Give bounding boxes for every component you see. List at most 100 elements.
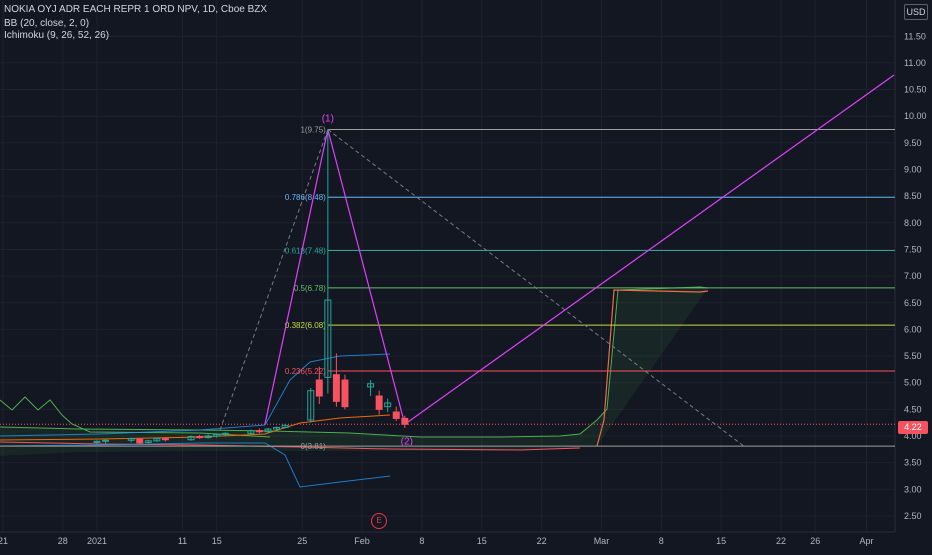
- y-tick-label: 3.50: [904, 458, 922, 468]
- candle: [341, 374, 349, 410]
- candle-body: [136, 438, 144, 444]
- candle: [161, 437, 169, 442]
- x-tick-label: 15: [477, 536, 487, 546]
- candle: [102, 439, 110, 444]
- candle: [213, 433, 221, 438]
- y-tick-label: 8.50: [904, 191, 922, 201]
- fib-level-label: 0(3.81): [300, 442, 326, 451]
- candle: [144, 439, 152, 444]
- candle-body: [315, 379, 323, 397]
- current-price-tag: 4.22: [898, 421, 928, 434]
- y-tick-label: 11.00: [904, 58, 926, 68]
- candle-body: [161, 438, 169, 441]
- candle-body: [255, 430, 263, 433]
- leading-span-b: [596, 289, 709, 447]
- candle: [332, 353, 340, 407]
- candle-body: [401, 417, 409, 425]
- candle: [401, 415, 409, 429]
- y-tick-label: 4.50: [904, 404, 922, 414]
- y-tick-label: 6.50: [904, 298, 922, 308]
- price-axis: 2.50 3.00 3.50 4.00 4.50 5.00 5.50 6.00 6.50 7.00…: [904, 31, 927, 521]
- bb-indicator-label[interactable]: BB (20, close, 2, 0): [4, 18, 90, 29]
- x-tick-label: 22: [537, 536, 547, 546]
- bb-upper: [0, 353, 391, 437]
- candle-body: [273, 426, 281, 430]
- candle: [307, 388, 315, 423]
- fibonacci-retracement: 1(9.75) 0.786(8.48) 0.618(7.48) 0.5(6.78) 0.…: [0, 114, 895, 451]
- candle: [187, 435, 195, 441]
- candle-body: [204, 435, 212, 439]
- x-tick-label: 25: [297, 536, 307, 546]
- bollinger-bands: [0, 353, 391, 488]
- candle: [384, 398, 392, 413]
- x-tick-label: 28: [58, 536, 68, 546]
- candle-body: [247, 430, 255, 434]
- x-tick-label: 15: [212, 536, 222, 546]
- y-tick-label: 7.00: [904, 271, 922, 281]
- candle-body: [281, 424, 289, 428]
- x-tick-label: 22: [776, 536, 786, 546]
- candle-body: [93, 440, 101, 443]
- currency-badge[interactable]: USD: [904, 4, 928, 20]
- fib-level-label: 0.786(8.48): [285, 193, 326, 202]
- candle: [324, 129, 332, 394]
- candle: [367, 380, 375, 397]
- y-tick-label: 9.00: [904, 165, 922, 175]
- fib-level-label: 1(9.75): [300, 126, 326, 135]
- x-tick-label: 11: [178, 536, 187, 546]
- symbol-title: NOKIA OYJ ADR EACH REPR 1 ORD NPV, 1D, C…: [4, 4, 268, 15]
- x-tick-label: 8: [659, 536, 664, 546]
- candle-body: [367, 383, 375, 388]
- projection-line: [404, 74, 895, 425]
- candle-body: [307, 390, 315, 421]
- leading-span-a: [0, 286, 709, 438]
- base-line: [0, 441, 581, 451]
- candle-body: [384, 402, 392, 408]
- candle: [136, 438, 144, 444]
- candle-body: [196, 436, 204, 439]
- bb-lower: [0, 442, 391, 488]
- candle-body: [375, 395, 383, 410]
- y-tick-label: 2.50: [904, 511, 922, 521]
- y-tick-label: 5.00: [904, 378, 922, 388]
- candle-body: [324, 299, 332, 378]
- x-tick-label: Feb: [354, 536, 370, 546]
- earnings-marker-icon[interactable]: E: [371, 513, 387, 529]
- y-tick-label: 8.00: [904, 218, 922, 228]
- y-tick-label: 4.00: [904, 431, 922, 441]
- candle: [221, 432, 229, 437]
- candle: [196, 434, 204, 439]
- candle: [127, 437, 135, 443]
- x-tick-label: 15: [716, 536, 726, 546]
- wave-label-2: (2): [401, 436, 413, 447]
- fib-level-label: 0.618(7.48): [285, 247, 326, 256]
- candle-body: [102, 439, 110, 442]
- ichimoku-indicator-label[interactable]: Ichimoku (9, 26, 52, 26): [4, 30, 110, 41]
- candle: [375, 390, 383, 415]
- x-tick-label: 26: [810, 536, 820, 546]
- y-tick-label: 9.50: [904, 138, 922, 148]
- candle: [255, 428, 263, 434]
- y-tick-label: 10.50: [904, 85, 927, 95]
- bb-basis: [0, 414, 391, 441]
- candle: [247, 429, 255, 435]
- candle-body: [392, 411, 400, 419]
- y-tick-label: 6.00: [904, 324, 922, 334]
- candle: [264, 428, 272, 433]
- candle: [281, 424, 289, 429]
- candle-body: [341, 379, 349, 408]
- x-tick-label: Apr: [859, 536, 873, 546]
- candle: [93, 440, 101, 445]
- x-tick-label: 8: [419, 536, 424, 546]
- time-axis: 21 28 2021 11 15 25 Feb 8 15 22 Mar 8 15 22 26 Apr: [0, 536, 874, 546]
- fib-level-label: 0.5(6.78): [294, 284, 326, 293]
- y-tick-label: 11.50: [904, 31, 926, 41]
- candle: [392, 406, 400, 422]
- x-tick-label: 2021: [87, 536, 107, 546]
- fib-level-label: 0.236(5.22): [285, 367, 326, 376]
- fib-level-label: 0.382(6.08): [285, 321, 326, 330]
- candle-body: [127, 438, 135, 441]
- candle-body: [144, 440, 152, 443]
